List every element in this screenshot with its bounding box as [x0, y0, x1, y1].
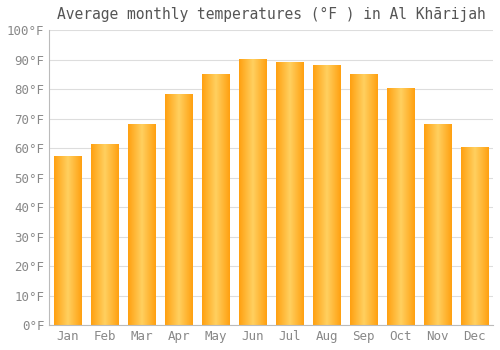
Title: Average monthly temperatures (°F ) in Al Khārijah: Average monthly temperatures (°F ) in Al… [57, 7, 486, 22]
